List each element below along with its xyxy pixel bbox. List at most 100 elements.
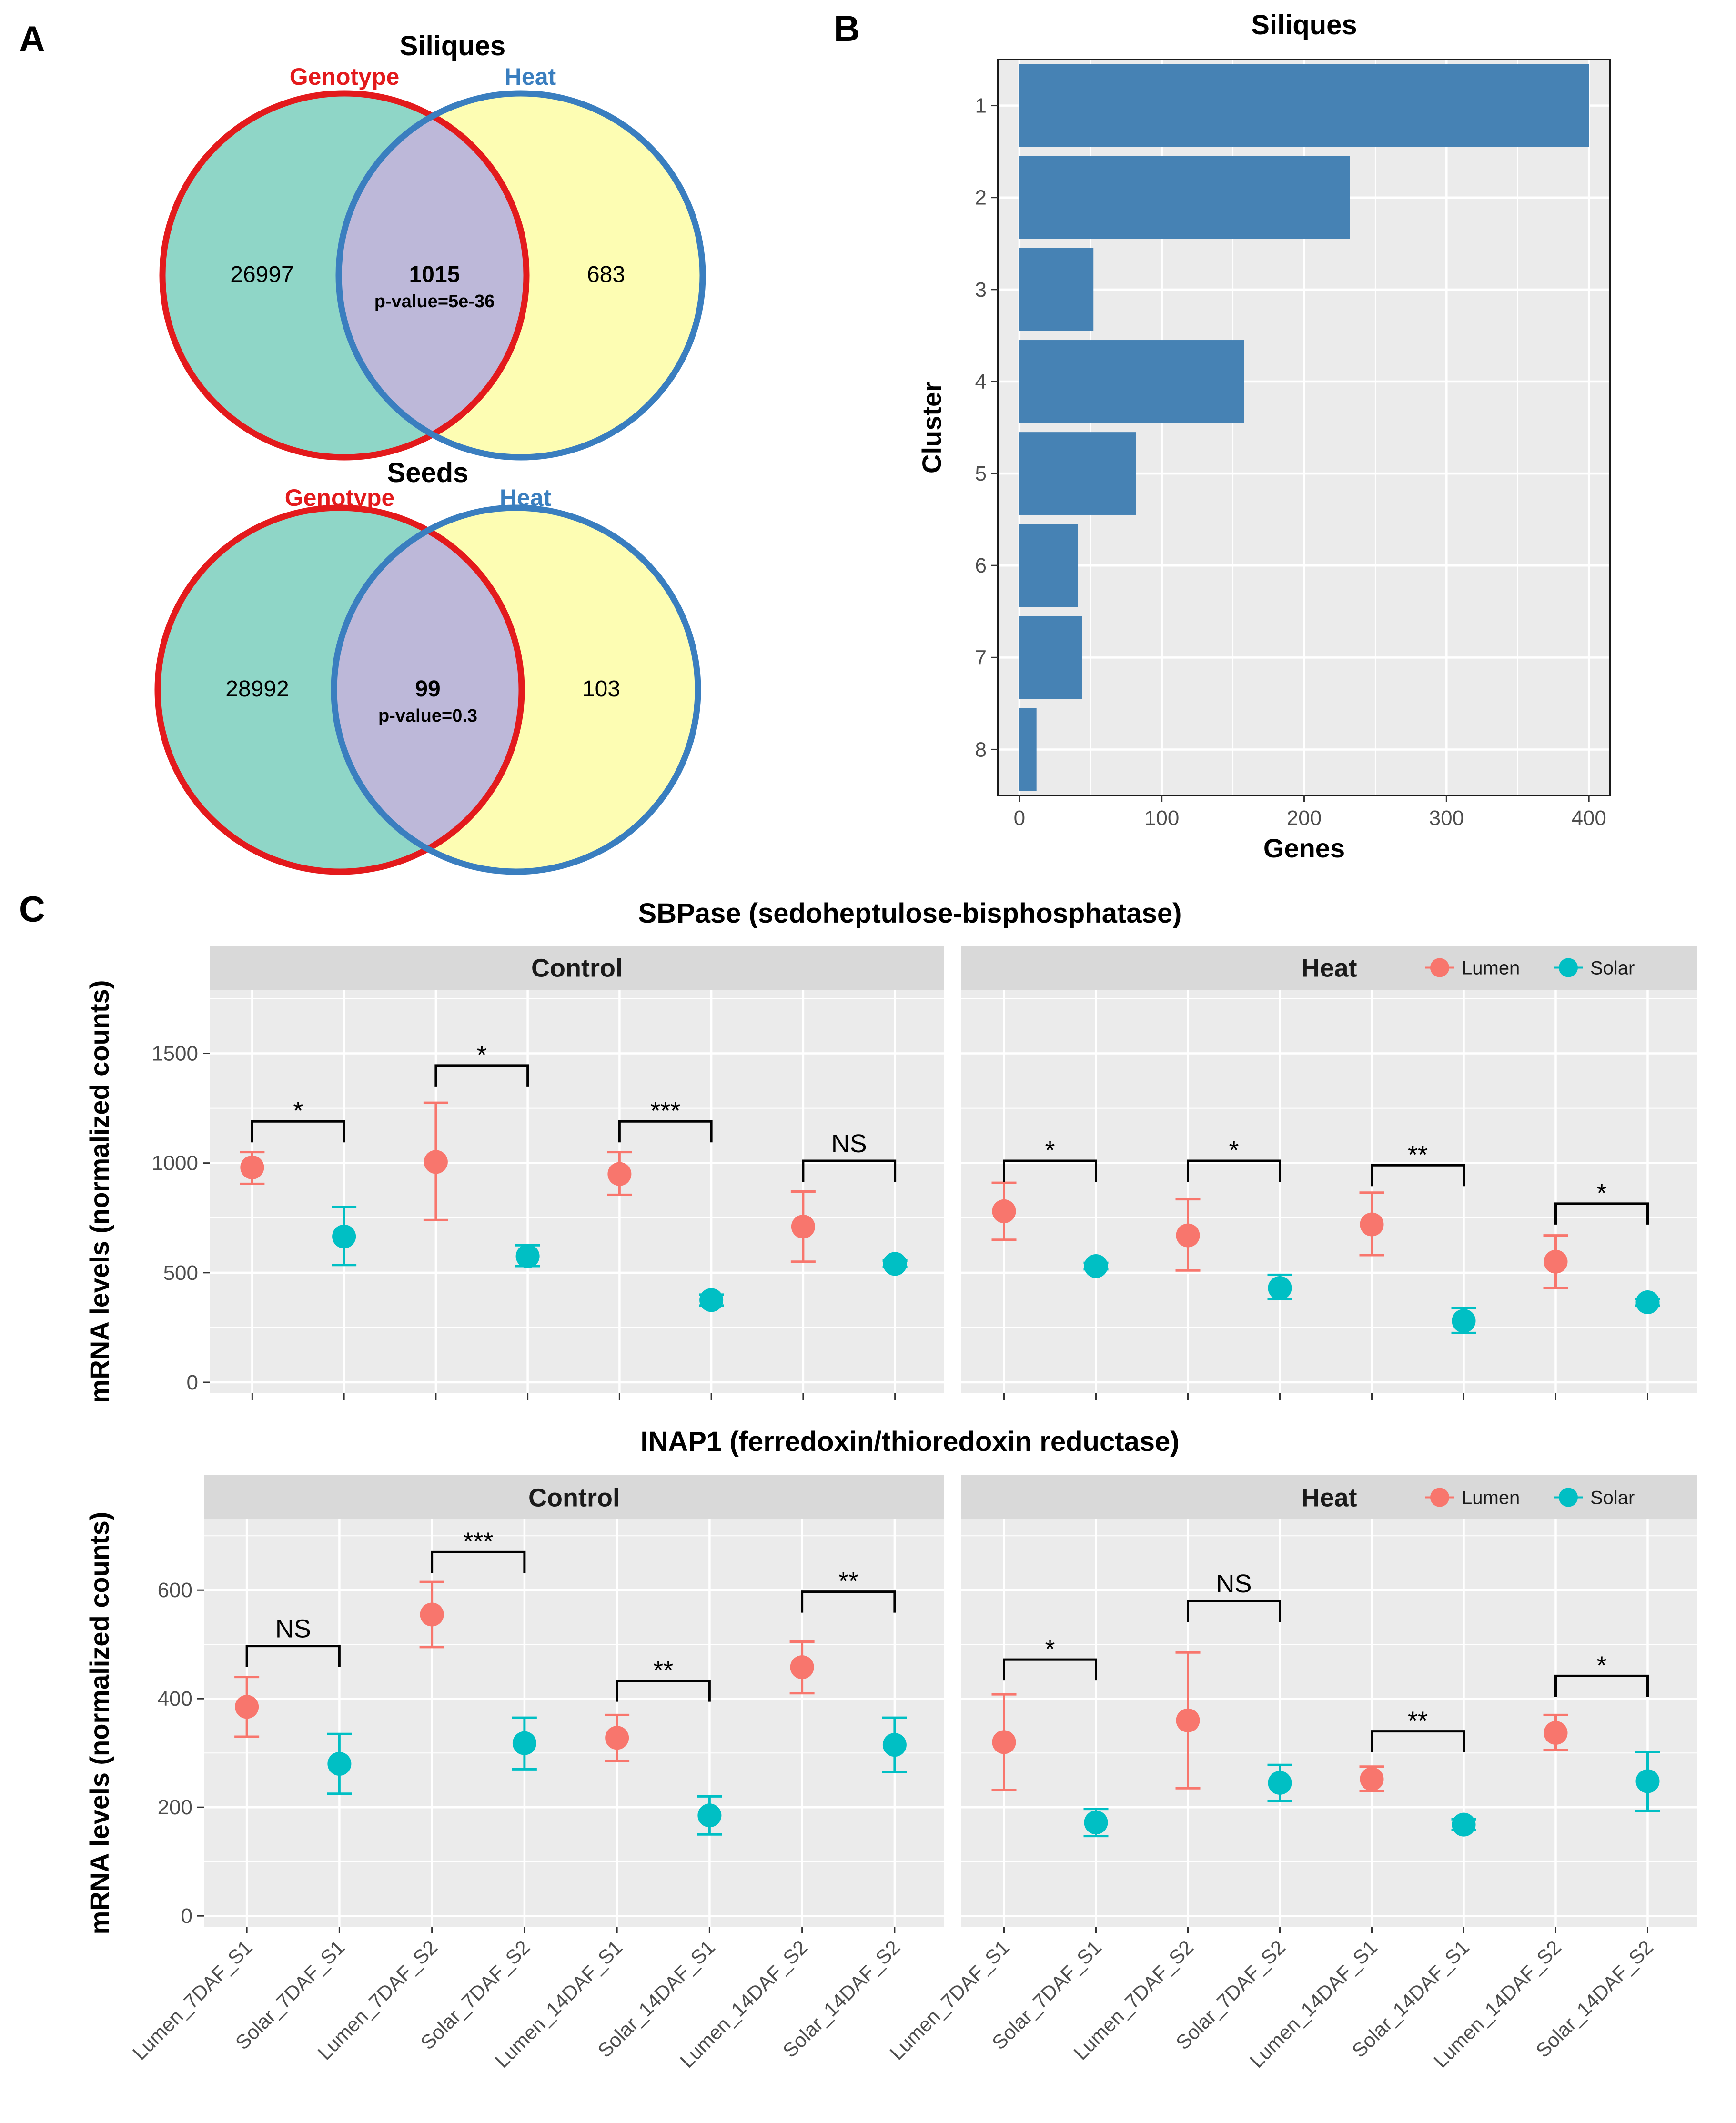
significance-bracket [1003,1658,1097,1681]
data-point-solar-14daf-s2 [882,1733,907,1757]
bar-chart-title: Siliques [1251,10,1357,40]
bar-chart-x-tick-label: 0 [1014,806,1025,830]
dot-plot-title: INAP1 (ferredoxin/thioredoxin reductase) [640,1426,1179,1457]
bar-chart-y-tick-label: 2 [975,186,987,210]
bar-cluster-4 [1019,340,1244,423]
data-point-lumen-14daf-s2 [791,1215,815,1239]
significance-bracket [1554,1202,1649,1225]
data-point-solar-14daf-s2 [1635,1290,1660,1314]
bar-chart-y-tick-label: 5 [975,462,987,485]
significance-bracket [618,1120,713,1143]
facet-strip-control [210,946,944,990]
venn-seeds-heat-only: 103 [582,676,620,702]
bar-chart-y-tick-label: 4 [975,370,987,393]
dot-plot-y-axis-title: mRNA levels (normalized counts) [84,1512,114,1935]
legend-key-lumen [1430,1488,1449,1507]
dot-plot-y-axis-title: mRNA levels (normalized counts) [84,980,114,1403]
significance-bracket [1371,1730,1465,1752]
significance-bracket [434,1064,529,1087]
venn-seeds-genotype-outline [154,504,525,875]
bar-cluster-8 [1019,708,1037,791]
significance-label: * [477,1041,487,1069]
data-point-lumen-7daf-s2 [1176,1223,1200,1248]
data-point-lumen-7daf-s2 [1176,1708,1200,1732]
data-point-solar-14daf-s1 [699,1288,724,1312]
significance-label: ** [1408,1707,1428,1735]
dot-plot-y-tick-label: 200 [158,1796,192,1819]
data-point-solar-14daf-s2 [883,1252,907,1276]
significance-label: NS [275,1615,311,1643]
data-point-lumen-14daf-s1 [605,1726,629,1750]
panel-label-b: B [834,9,860,49]
venn-siliques-overlap-count: 1015 [409,262,460,287]
significance-bracket [1003,1159,1097,1182]
data-point-lumen-14daf-s1 [1360,1767,1384,1791]
significance-bracket [1187,1600,1281,1622]
legend-label-lumen: Lumen [1462,958,1520,979]
panel-label-c: C [19,889,45,930]
data-point-lumen-7daf-s1 [992,1730,1016,1754]
significance-label: NS [831,1129,867,1158]
dot-plot-y-tick-label: 0 [181,1904,192,1928]
venn-seeds-heat-outline [331,504,701,875]
venn-seeds: Seeds Genotype Heat 28992 99 p-value=0.3… [154,457,701,875]
venn-siliques-genotype-outline [159,90,530,461]
bar-chart-y-tick-label: 6 [975,554,987,577]
data-point-lumen-7daf-s2 [424,1150,448,1174]
data-point-lumen-7daf-s1 [240,1155,264,1179]
bar-chart-x-tick-label: 400 [1571,806,1606,830]
data-point-solar-7daf-s2 [512,1731,536,1755]
data-point-solar-7daf-s2 [1268,1276,1292,1300]
bar-chart-y-tick-label: 7 [975,646,987,669]
significance-label: *** [463,1527,493,1556]
significance-label: NS [1216,1570,1252,1598]
data-point-solar-7daf-s2 [1268,1771,1292,1795]
venn-siliques-p-value: p-value=5e-36 [374,292,495,312]
venn-seeds-overlap-count: 99 [415,676,440,702]
dot-plot-y-tick-label: 500 [163,1261,198,1285]
significance-bracket [431,1550,526,1573]
bar-cluster-7 [1019,616,1082,699]
significance-label: ** [653,1656,673,1685]
significance-bracket [802,1159,897,1182]
data-point-solar-7daf-s2 [515,1244,540,1268]
bar-cluster-3 [1019,248,1094,331]
data-point-lumen-7daf-s1 [235,1695,259,1719]
significance-bracket [1371,1164,1465,1187]
significance-label: * [1045,1635,1055,1663]
significance-label: * [1596,1179,1606,1207]
data-point-solar-14daf-s1 [697,1803,722,1828]
data-point-lumen-14daf-s1 [607,1162,632,1186]
data-point-solar-14daf-s2 [1635,1769,1660,1793]
venn-seeds-genotype-only: 28992 [225,676,289,702]
data-point-lumen-14daf-s2 [790,1655,814,1680]
facet-plot-area [204,1519,944,1927]
significance-label: * [1596,1651,1606,1680]
facet-strip-control [204,1475,944,1519]
dot-plot-y-tick-label: 1000 [151,1152,198,1175]
data-point-solar-7daf-s1 [1084,1811,1108,1835]
significance-label: * [293,1097,303,1125]
significance-bracket [251,1120,345,1143]
facet-strip-label: Control [528,1484,620,1512]
data-point-lumen-14daf-s2 [1544,1249,1568,1274]
venn-siliques-genotype-only: 26997 [230,262,293,287]
dot-plot-title: SBPase (sedoheptulose-bisphosphatase) [638,898,1182,929]
bar-chart-x-tick-label: 100 [1144,806,1179,830]
data-point-solar-7daf-s1 [332,1224,356,1248]
facet-strip-label: Heat [1301,1484,1357,1512]
inap1-dot-plot: INAP1 (ferredoxin/thioredoxin reductase)… [84,1426,1697,2072]
data-point-lumen-7daf-s1 [992,1199,1016,1223]
significance-label: * [1045,1136,1055,1165]
dot-plot-y-tick-label: 1500 [151,1042,198,1065]
bar-cluster-6 [1019,524,1078,607]
bar-chart-x-tick-label: 300 [1429,806,1464,830]
facet-plot-area [210,990,944,1393]
significance-label: *** [650,1097,680,1125]
bar-chart-x-tick-label: 200 [1287,806,1322,830]
data-point-solar-7daf-s1 [1084,1254,1108,1278]
venn-siliques-overlap-region [339,93,526,457]
significance-label: ** [1408,1140,1428,1169]
venn-siliques: Siliques Genotype Heat 26997 1015 p-valu… [159,30,706,461]
bar-cluster-5 [1019,432,1136,515]
